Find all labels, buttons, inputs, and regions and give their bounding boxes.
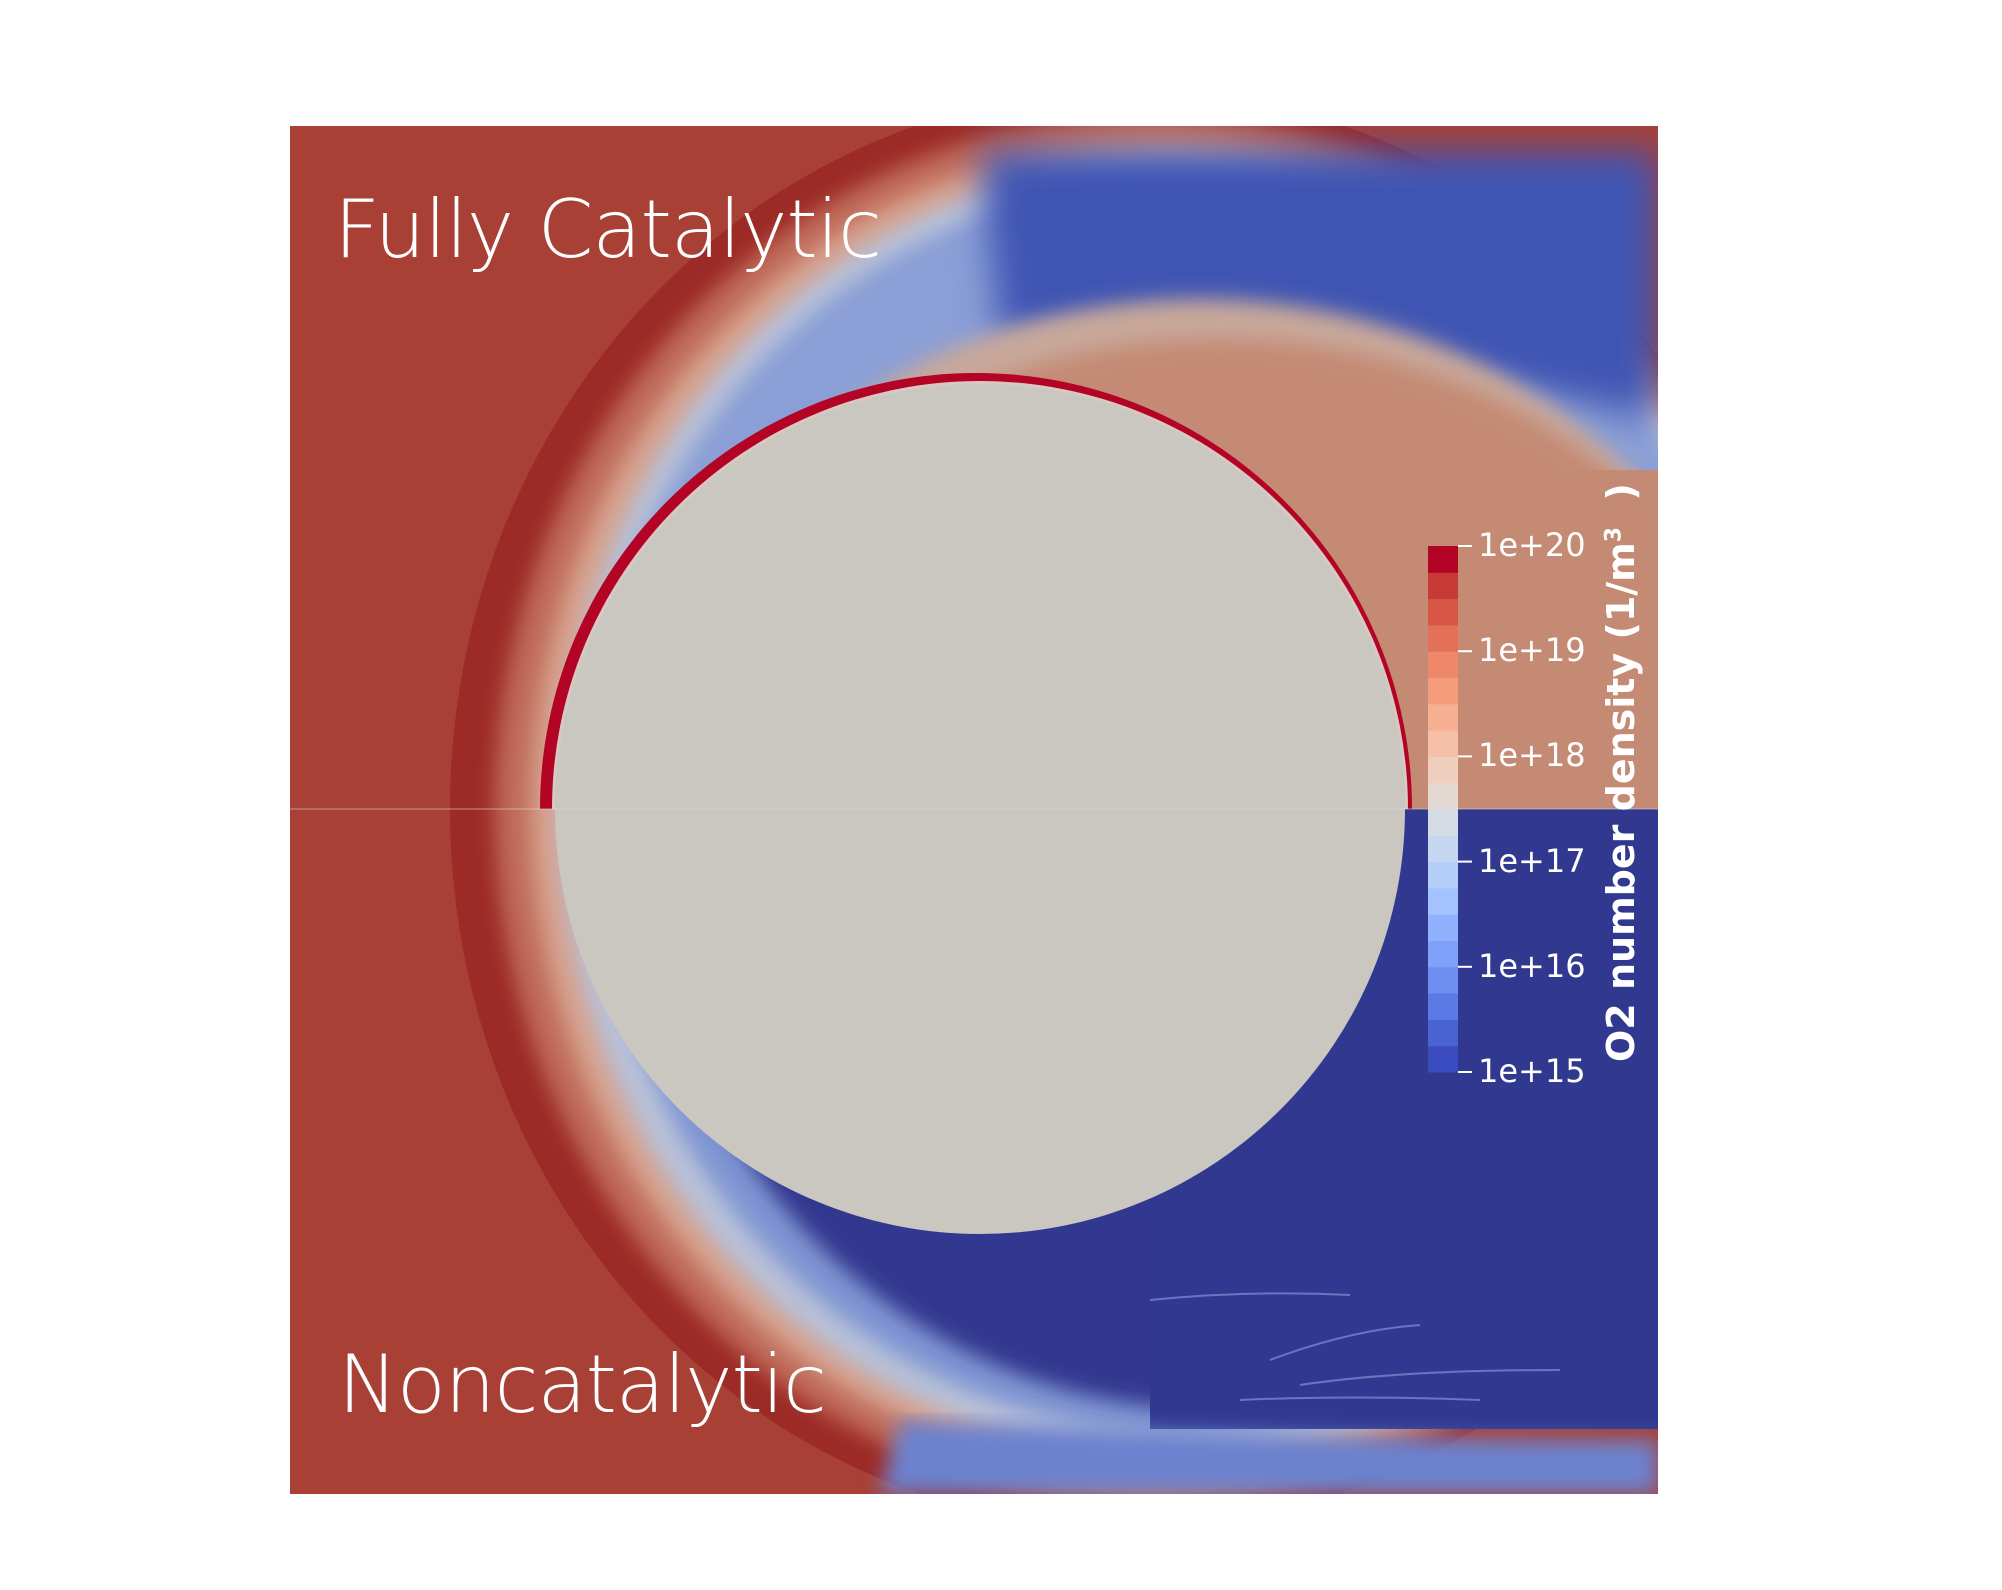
colorbar-tick-label: 1e+18 — [1478, 736, 1586, 775]
colorbar-swatch — [1428, 1019, 1458, 1047]
colorbar-title: O2 number density (1/m3 ) — [1599, 483, 1643, 1062]
bottom-label: Noncatalytic — [338, 1338, 827, 1431]
colorbar-swatch — [1428, 940, 1458, 968]
colorbar-swatch — [1428, 756, 1458, 784]
colorbar-tick-label: 1e+16 — [1478, 946, 1586, 985]
colorbar-swatch — [1428, 835, 1458, 863]
colorbar-swatch — [1428, 624, 1458, 652]
colorbar — [1428, 545, 1472, 1073]
colorbar-swatch — [1428, 598, 1458, 626]
wake-low-band — [980, 150, 1658, 420]
colorbar-swatch — [1428, 651, 1458, 678]
flow-field — [290, 126, 1658, 1494]
colorbar-swatch — [1428, 546, 1458, 573]
colorbar-swatch — [1428, 730, 1458, 757]
colorbar-swatch — [1428, 703, 1458, 731]
colorbar-swatch — [1428, 677, 1458, 705]
colorbar-swatch — [1428, 572, 1458, 600]
colorbar-swatch — [1428, 809, 1458, 836]
colorbar-swatch — [1428, 914, 1458, 941]
particle-streaks — [1149, 1292, 1561, 1401]
colorbar-tick-label: 1e+19 — [1478, 631, 1586, 670]
colorbar-tick-label: 1e+15 — [1478, 1052, 1586, 1090]
colorbar-swatch — [1428, 1045, 1458, 1073]
colorbar-swatch — [1428, 782, 1458, 810]
colorbar-tick-label: 1e+17 — [1478, 841, 1586, 880]
colorbar-swatch — [1428, 887, 1458, 915]
colorbar-tick-label: 1e+20 — [1478, 526, 1586, 564]
colorbar-title-suffix: ) — [1599, 483, 1643, 501]
colorbar-swatch — [1428, 861, 1458, 889]
top-label: Fully Catalytic — [334, 183, 882, 276]
colorbar-title-text: O2 number density (1/m — [1599, 542, 1643, 1062]
colorbar-swatch — [1428, 966, 1458, 994]
colorbar-swatch — [1428, 993, 1458, 1020]
